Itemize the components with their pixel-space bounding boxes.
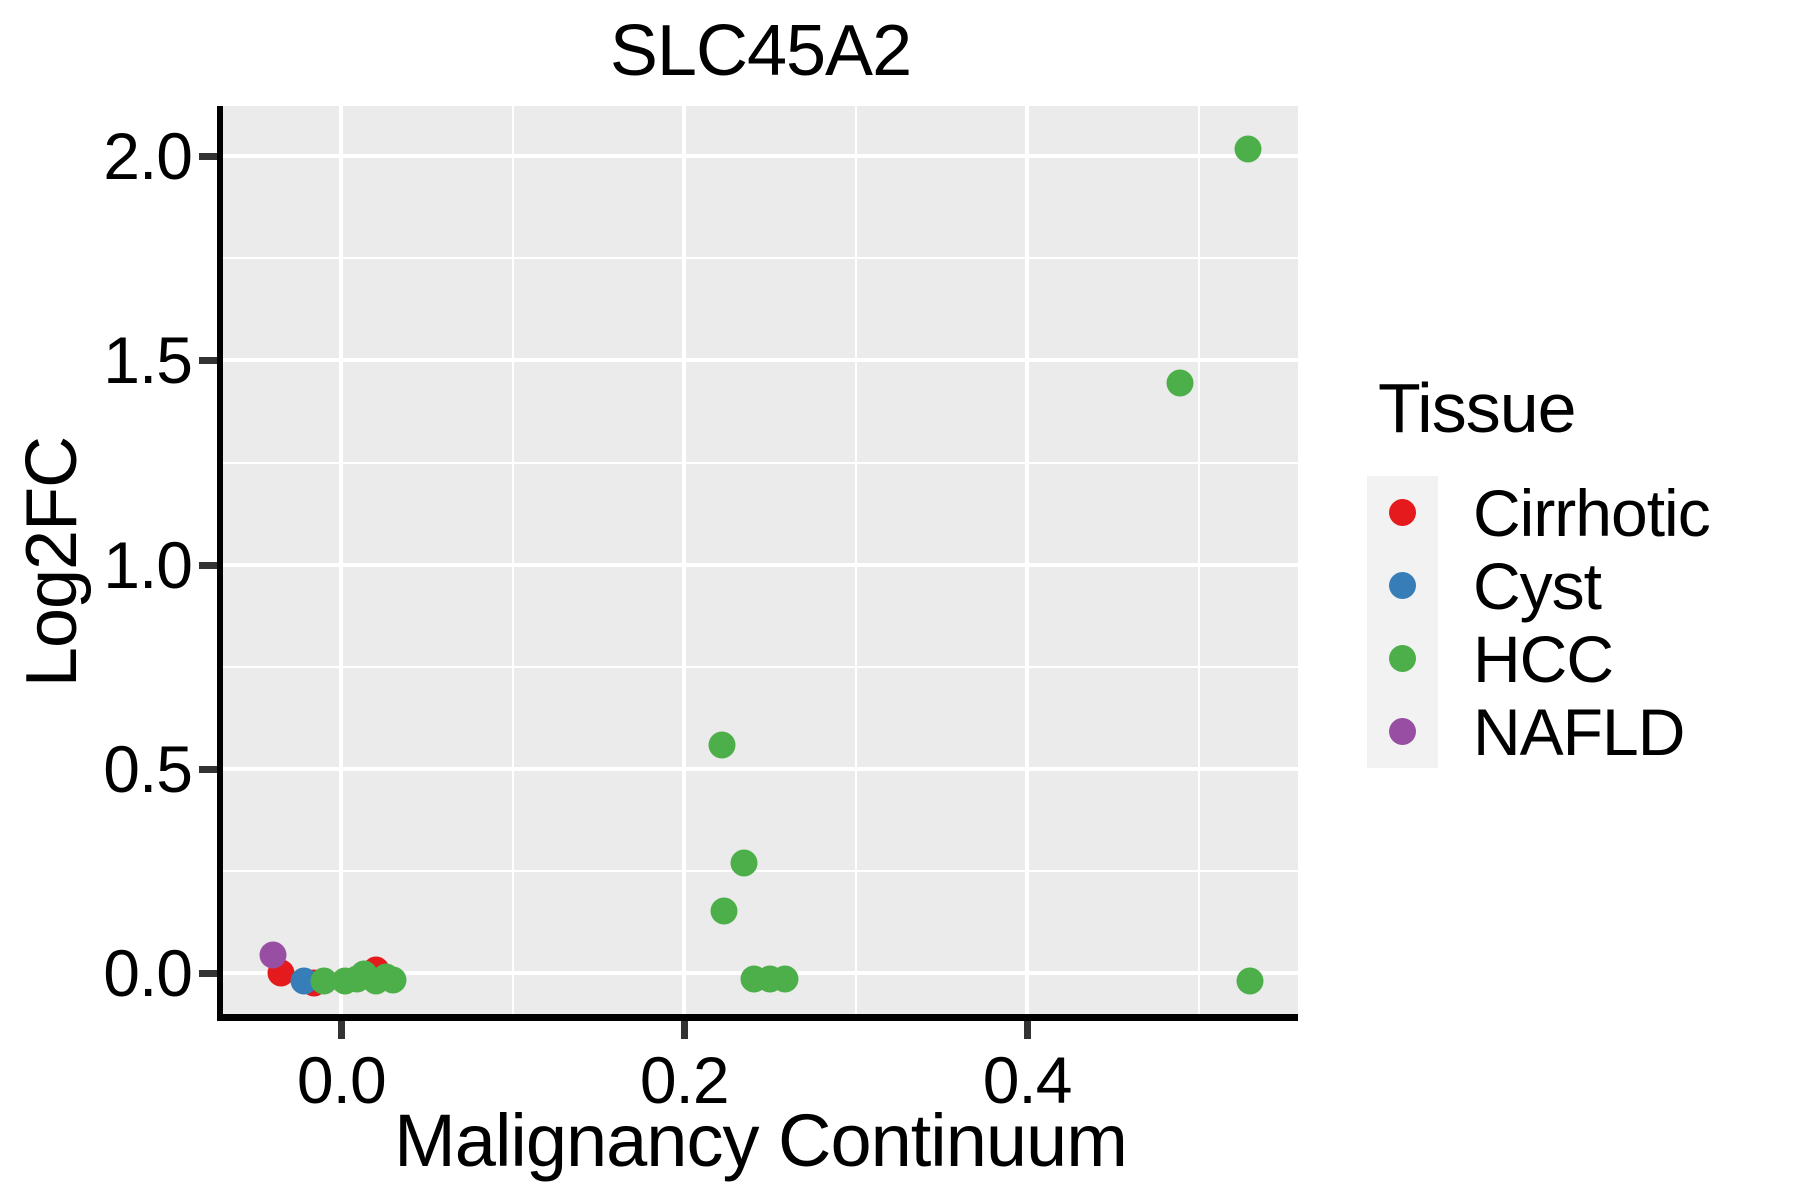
data-point-hcc <box>379 966 407 994</box>
y-tick-label: 1.0 <box>103 527 193 602</box>
data-point-hcc <box>1236 967 1264 995</box>
gridline-y-major <box>223 154 1298 159</box>
legend-swatch-icon <box>1389 645 1416 672</box>
gridline-y-major <box>223 358 1298 363</box>
gridline-x-major <box>682 106 687 1018</box>
data-point-hcc <box>1166 369 1194 397</box>
legend-item-nafld: NAFLD <box>1367 694 1710 769</box>
gridline-y-minor <box>223 869 1298 872</box>
gridline-x-minor <box>511 106 514 1018</box>
legend-item-hcc: HCC <box>1367 621 1710 696</box>
data-point-nafld <box>259 941 287 969</box>
legend-label: Cirrhotic <box>1473 475 1711 550</box>
legend-label: HCC <box>1473 621 1614 696</box>
y-tick-mark <box>199 970 217 978</box>
gridline-x-major <box>1025 106 1030 1018</box>
legend-label: Cyst <box>1473 548 1602 623</box>
gridline-y-major <box>223 562 1298 567</box>
legend-item-cirrhotic: Cirrhotic <box>1367 475 1711 550</box>
y-tick-label: 2.0 <box>103 119 193 194</box>
chart-title: SLC45A2 <box>609 11 912 91</box>
y-tick-label: 1.5 <box>103 323 193 398</box>
gridline-x-minor <box>1197 106 1200 1018</box>
data-point-hcc <box>1234 135 1262 163</box>
gridline-y-minor <box>223 461 1298 464</box>
x-axis-label: Malignancy Continuum <box>394 1099 1128 1182</box>
gridline-x-minor <box>854 106 857 1018</box>
gridline-x-major <box>339 106 344 1018</box>
gridline-y-minor <box>223 665 1298 668</box>
gridline-y-major <box>223 766 1298 771</box>
data-point-hcc <box>710 897 738 925</box>
legend-item-cyst: Cyst <box>1367 548 1710 623</box>
y-axis-spine <box>217 106 223 1021</box>
x-tick-mark <box>1024 1021 1032 1039</box>
y-tick-mark <box>199 561 217 569</box>
y-tick-label: 0.5 <box>103 731 193 806</box>
legend-swatch-icon <box>1389 572 1416 599</box>
legend-key <box>1367 695 1438 768</box>
y-tick-mark <box>199 153 217 161</box>
legend-key <box>1367 622 1438 695</box>
x-tick-label: 0.4 <box>982 1043 1073 1117</box>
y-tick-mark <box>199 357 217 365</box>
x-tick-label: 0.2 <box>639 1043 730 1117</box>
gridline-y-minor <box>223 257 1298 260</box>
data-point-hcc <box>730 849 758 877</box>
legend-swatch-icon <box>1389 499 1416 526</box>
legend-items: Cirrhotic Cyst HCC NAFLD <box>1367 475 1711 769</box>
x-axis-spine <box>217 1014 1298 1021</box>
legend-key <box>1367 476 1438 549</box>
legend-label: NAFLD <box>1473 694 1685 769</box>
data-point-hcc <box>708 731 736 759</box>
legend-swatch-icon <box>1389 718 1416 745</box>
y-tick-mark <box>199 765 217 773</box>
x-tick-label: 0.0 <box>296 1043 387 1117</box>
x-tick-mark <box>338 1021 346 1039</box>
y-tick-label: 0.0 <box>103 936 193 1011</box>
legend-key <box>1367 549 1438 622</box>
legend-title: Tissue <box>1378 369 1577 447</box>
data-point-hcc <box>771 965 799 993</box>
legend: Tissue Cirrhotic Cyst HCC NAFLD <box>1367 368 1711 769</box>
x-tick-mark <box>681 1021 689 1039</box>
